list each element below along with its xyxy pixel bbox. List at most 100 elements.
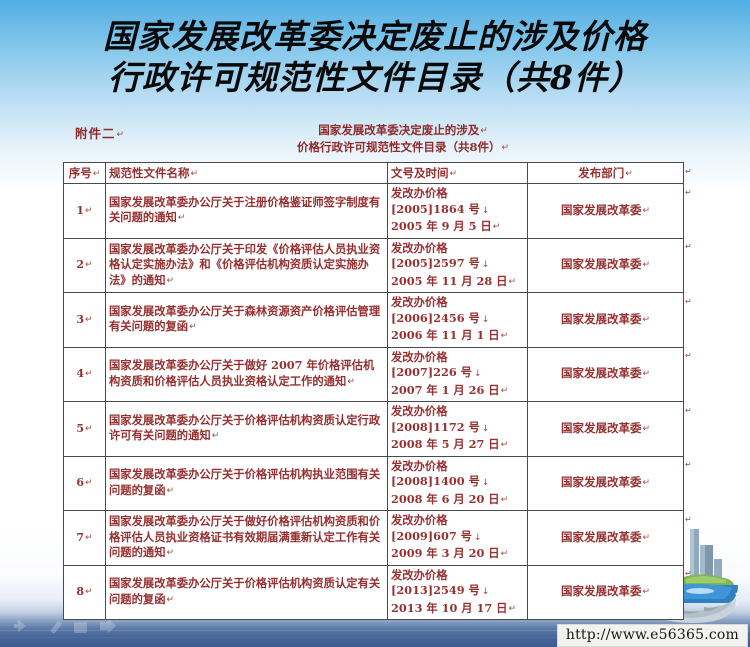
- pilcrow-mark: ↵: [500, 440, 509, 450]
- pilcrow-mark: ↵: [500, 331, 509, 341]
- cell-no: 1↵: [63, 183, 106, 239]
- cell-document-name: 国家发展改革委办公厅关于价格评估机构资质认定有关问题的复函↵: [105, 564, 388, 620]
- cell-document-number-date: 发改办价格 [2008]1400 号 ↓ 2008 年 6 月 20 日↵: [387, 455, 528, 511]
- pilcrow-mark: ↵: [642, 532, 651, 543]
- document-number: [2005]2597 号: [391, 256, 480, 270]
- document-number-line: [2006]2456 号 ↓: [391, 311, 524, 329]
- pilcrow-mark: ↵: [501, 143, 510, 153]
- pilcrow-mark: ↵: [685, 296, 692, 306]
- line-break-mark: ↓: [473, 532, 482, 543]
- cell-document-number-date: 发改办价格 [2005]2597 号 ↓ 2005 年 11 月 28 日↵: [387, 237, 528, 293]
- table-row: 6↵ 国家发展改革委办公厅关于价格评估机构执业范围有关问题的复函↵ 发改办价格 [20…: [63, 455, 684, 511]
- document-number: [2006]2456 号: [391, 310, 480, 325]
- line-break-mark: ↓: [481, 260, 490, 270]
- table-row: 4↵ 国家发展改革委办公厅关于做好 2007 年价格评估机构资质和价格评估人员执业…: [63, 346, 684, 402]
- document-number: [2013]2549 号: [391, 583, 480, 597]
- pilcrow-mark: ↵: [508, 603, 516, 614]
- document-date: 2009 年 3 月 20 日: [391, 546, 500, 560]
- pilcrow-mark: ↵: [85, 369, 93, 379]
- pilcrow-mark: ↵: [116, 130, 126, 140]
- pilcrow-mark: ↵: [508, 276, 516, 287]
- pilcrow-mark: ↵: [500, 385, 509, 396]
- document-name: 国家发展改革委办公厅关于森林资源资产价格评估管理有关问题的复函: [109, 303, 381, 334]
- pilcrow-mark: ↵: [642, 587, 651, 597]
- issuing-department: 国家发展改革委: [560, 584, 642, 598]
- cell-no: 6↵: [63, 455, 106, 511]
- table-row: 8↵ 国家发展改革委办公厅关于价格评估机构资质认定有关问题的复函↵ 发改办价格 [20…: [63, 564, 684, 620]
- document-date: 2008 年 5 月 27 日: [391, 437, 500, 451]
- pencil-icon: [50, 621, 62, 634]
- document-number-line: [2013]2549 号 ↓: [391, 583, 524, 601]
- document-number-prefix: 发改办价格: [391, 458, 448, 473]
- cell-no: 5↵: [63, 401, 106, 457]
- document-name: 国家发展改革委办公厅关于做好 2007 年价格评估机构资质和价格评估人员执业资格…: [109, 358, 375, 388]
- row-number: 6: [76, 476, 85, 489]
- cell-document-name: 国家发展改革委办公厅关于价格评估机构执业范围有关问题的复函↵: [105, 455, 388, 511]
- pilcrow-mark: ↵: [190, 169, 199, 179]
- pilcrow-mark: ↵: [92, 169, 101, 179]
- pilcrow-mark: ↵: [166, 275, 175, 286]
- document-name: 国家发展改革委办公厅关于做好价格评估机构资质和价格评估人员执业资格证书有效期届满…: [109, 514, 381, 559]
- column-header-name: 规范性文件名称↵: [105, 162, 388, 184]
- issuing-department: 国家发展改革委: [560, 529, 642, 544]
- pilcrow-mark: ↵: [500, 494, 509, 505]
- line-break-mark: ↓: [481, 423, 490, 434]
- row-number: 8: [76, 585, 85, 598]
- line-break-mark: ↓: [481, 587, 490, 597]
- pilcrow-mark: ↵: [347, 376, 355, 387]
- pilcrow-mark: ↵: [492, 222, 501, 232]
- column-header-no: 序号↵: [63, 162, 106, 184]
- document-date-line: 2006 年 11 月 1 日↵: [391, 328, 524, 345]
- pilcrow-mark: ↵: [480, 126, 488, 136]
- pilcrow-mark: ↵: [500, 549, 509, 559]
- document-date-line: 2008 年 6 月 20 日↵: [391, 492, 524, 509]
- document-name: 国家发展改革委办公厅关于价格评估机构执业范围有关问题的复函: [109, 467, 381, 497]
- line-break-mark: ↓: [481, 205, 490, 216]
- pilcrow-mark: ↵: [166, 485, 175, 496]
- column-header-doc: 文号及时间↵: [387, 162, 528, 184]
- cell-no: 3↵: [63, 292, 106, 348]
- pilcrow-mark: ↵: [211, 431, 220, 442]
- pilcrow-mark: ↵: [177, 213, 186, 224]
- issuing-department: 国家发展改革委: [560, 257, 642, 271]
- cell-document-name: 国家发展改革委办公厅关于做好 2007 年价格评估机构资质和价格评估人员执业资格…: [105, 346, 388, 402]
- pilcrow-mark: ↵: [642, 205, 651, 216]
- row-number: 3: [76, 312, 85, 326]
- document-number-line: [2005]2597 号 ↓: [391, 256, 524, 274]
- pilcrow-mark: ↵: [642, 314, 651, 325]
- row-number: 4: [76, 367, 85, 380]
- document-date: 2005 年 11 月 28 日: [391, 273, 508, 288]
- page-title-line-2: 行政许可规范性文件目录（共8件）: [108, 58, 642, 97]
- document-heading-line-2: 价格行政许可规范性文件目录（共8件）↵: [296, 140, 510, 154]
- issuing-department: 国家发展改革委: [560, 475, 642, 489]
- document-name: 国家发展改革委办公厅关于价格评估机构资质认定行政许可有关问题的通知: [109, 412, 381, 443]
- repealed-documents-table: 序号↵ 规范性文件名称↵ 文号及时间↵ 发布部门↵ 1↵ 国家发展改革委办公厅关于…: [63, 162, 684, 620]
- pilcrow-mark: ↵: [642, 423, 651, 434]
- issuing-department: 国家发展改革委: [560, 202, 642, 217]
- cell-no: 2↵: [63, 237, 106, 293]
- line-break-mark: ↓: [473, 369, 482, 379]
- table-row: 3↵ 国家发展改革委办公厅关于森林资源资产价格评估管理有关问题的复函↵ 发改办价格[…: [63, 292, 684, 348]
- document-date-line: 2013 年 10 月 17 日↵: [391, 601, 524, 618]
- document-number: [2008]1400 号: [391, 474, 480, 488]
- cell-no: 8↵: [63, 564, 106, 620]
- pilcrow-mark: ↵: [189, 322, 197, 333]
- document-date-line: 2005 年 9 月 5 日↵: [391, 219, 524, 236]
- document-number-prefix: 发改办价格: [391, 513, 448, 527]
- cell-issuing-department: 国家发展改革委↵: [527, 401, 684, 457]
- pilcrow-mark: ↵: [685, 405, 692, 415]
- cell-issuing-department: 国家发展改革委↵: [527, 455, 684, 511]
- cell-no: 7↵: [63, 510, 106, 566]
- table-row: 1↵ 国家发展改革委办公厅关于注册价格鉴证师签字制度有关问题的通知↵ 发改办价格 [2…: [63, 183, 684, 239]
- document-number-prefix: 发改办价格: [391, 567, 448, 582]
- issuing-department: 国家发展改革委: [560, 366, 642, 380]
- square-icon: [74, 622, 87, 633]
- document-date-line: 2009 年 3 月 20 日↵: [391, 546, 524, 563]
- document-heading: 国家发展改革委决定废止的涉及↵ 价格行政许可规范性文件目录（共8件）↵: [238, 122, 568, 156]
- issuing-department: 国家发展改革委: [560, 311, 642, 326]
- cell-issuing-department: 国家发展改革委↵: [527, 237, 684, 293]
- pilcrow-mark: ↵: [685, 166, 692, 176]
- line-break-mark: ↓: [481, 478, 490, 488]
- cell-document-name: 国家发展改革委办公厅关于森林资源资产价格评估管理有关问题的复函↵: [105, 292, 388, 348]
